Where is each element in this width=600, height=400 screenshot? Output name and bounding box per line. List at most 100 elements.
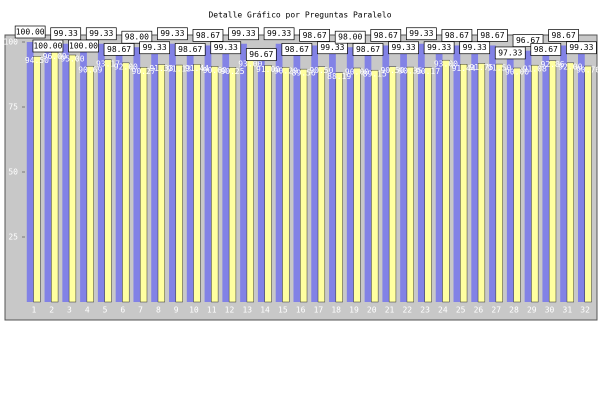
- value-label: 90.17: [416, 67, 440, 76]
- bar: [186, 45, 194, 302]
- x-tick-label: 16: [296, 306, 306, 315]
- value-label-box: [405, 27, 437, 41]
- value-label: 89.15: [363, 70, 387, 79]
- x-tick-label: 21: [385, 306, 395, 315]
- bar: [335, 72, 343, 303]
- value-label: 99.33: [409, 29, 433, 38]
- value-label: 90.50: [380, 66, 404, 75]
- bar: [388, 66, 397, 303]
- bar: [371, 69, 379, 303]
- value-label-box: [139, 41, 170, 55]
- x-tick-label: 31: [563, 306, 573, 315]
- x-tick-label: 24: [438, 306, 448, 315]
- x-tick-label: 11: [207, 306, 217, 315]
- x-tick-label: 2: [49, 306, 54, 315]
- value-label: 88.19: [327, 72, 351, 81]
- value-label: 96.67: [249, 50, 273, 59]
- x-tick-label: 28: [509, 306, 519, 315]
- x-tick-label: 8: [156, 306, 161, 315]
- bar: [417, 43, 425, 302]
- value-label: 98.67: [534, 45, 558, 54]
- bar: [317, 66, 326, 303]
- x-tick-label: 23: [420, 306, 430, 315]
- bar: [542, 45, 550, 302]
- value-label-box: [210, 41, 242, 55]
- bar: [44, 42, 52, 302]
- value-label-box: [459, 41, 491, 55]
- value-label: 98.67: [552, 31, 576, 40]
- value-label: 92.00: [558, 62, 582, 71]
- y-tick-label: 50: [8, 168, 18, 177]
- value-label-box: [174, 43, 206, 56]
- bar: [346, 47, 354, 303]
- value-label-box: [494, 46, 526, 60]
- bar: [211, 66, 219, 303]
- bar: [489, 45, 496, 302]
- value-label-box: [32, 39, 64, 53]
- value-label-box: [317, 41, 348, 55]
- bar: [506, 48, 514, 302]
- value-label: 91.50: [487, 64, 511, 73]
- value-label: 90.27: [132, 67, 156, 76]
- value-label: 93.17: [96, 59, 120, 68]
- value-label-box: [566, 41, 597, 55]
- value-label-box: [299, 29, 331, 42]
- x-tick-label: 9: [174, 306, 179, 315]
- value-label: 89.56: [292, 69, 316, 78]
- value-label: 90.00: [345, 68, 369, 77]
- value-label: 91.75: [469, 63, 493, 72]
- y-tick-label: 25: [8, 233, 18, 242]
- bar: [122, 62, 130, 303]
- value-label-box: [388, 41, 419, 55]
- x-tick-label: 32: [580, 306, 590, 315]
- bar: [300, 68, 308, 303]
- y-tick-label: 100: [4, 38, 19, 47]
- bar: [133, 47, 141, 303]
- value-label: 91.44: [185, 64, 209, 73]
- value-label: 90.00: [505, 68, 529, 77]
- x-tick-label: 30: [545, 306, 555, 315]
- value-label: 99.33: [89, 29, 113, 38]
- value-label-box: [441, 29, 473, 42]
- value-label-box: [334, 30, 366, 44]
- value-label: 96.67: [516, 36, 540, 45]
- bar: [282, 66, 290, 303]
- value-label: 99.33: [267, 29, 291, 38]
- value-label-box: [281, 43, 313, 56]
- bar: [584, 65, 592, 303]
- bar: [169, 43, 176, 302]
- bar: [193, 64, 201, 303]
- bar: [424, 67, 432, 303]
- bar: [222, 43, 230, 302]
- value-label: 91.13: [167, 65, 191, 74]
- value-label-box: [370, 29, 402, 42]
- value-label-box: [85, 27, 117, 41]
- value-label: 90.76: [576, 66, 600, 75]
- x-tick-label: 6: [120, 306, 125, 315]
- value-label: 92.00: [114, 62, 138, 71]
- value-label: 99.33: [463, 43, 487, 52]
- bar: [68, 54, 77, 303]
- value-label: 90.50: [309, 66, 333, 75]
- bar: [264, 65, 272, 303]
- value-label: 96.00: [43, 52, 67, 61]
- y-tick-label: 75: [8, 103, 18, 112]
- value-label-box: [263, 27, 295, 41]
- bar: [442, 59, 450, 303]
- bar: [329, 43, 336, 302]
- bar: [495, 63, 503, 303]
- bar: [204, 45, 212, 302]
- bar: [104, 59, 112, 303]
- value-label: 90.35: [398, 67, 422, 76]
- value-label: 99.33: [569, 43, 593, 52]
- bar: [453, 45, 461, 302]
- value-label-box: [530, 43, 562, 56]
- bar: [80, 42, 87, 302]
- bar: [548, 60, 557, 303]
- value-label: 98.67: [445, 31, 469, 40]
- bar: [293, 45, 301, 302]
- value-label-box: [157, 27, 188, 41]
- bar: [513, 67, 521, 303]
- bar: [139, 67, 148, 303]
